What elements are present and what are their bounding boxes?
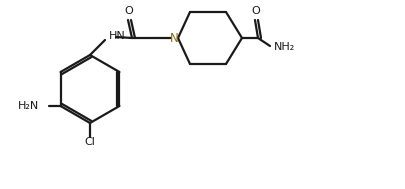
Text: Cl: Cl [85, 137, 96, 147]
Text: H₂N: H₂N [18, 101, 40, 111]
Text: N: N [170, 32, 178, 44]
Text: HN: HN [109, 31, 126, 41]
Text: O: O [125, 6, 133, 16]
Text: O: O [252, 6, 260, 16]
Text: NH₂: NH₂ [274, 42, 295, 52]
